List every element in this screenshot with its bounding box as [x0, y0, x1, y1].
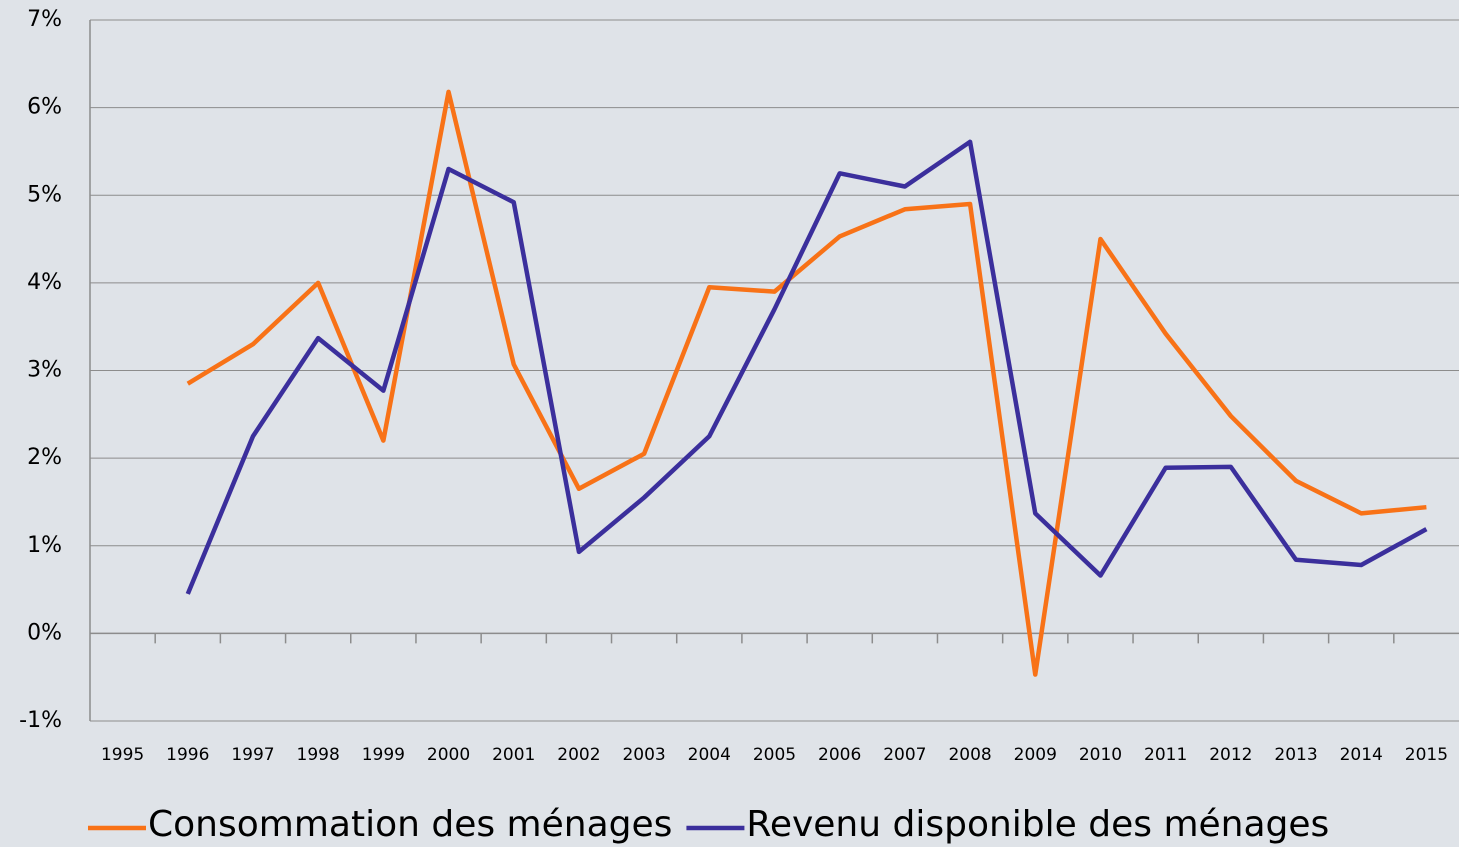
x-tick-label: 1997	[231, 745, 274, 765]
x-tick-label: 2001	[492, 745, 535, 765]
series-line	[186, 89, 1427, 677]
x-tick-label: 1995	[101, 745, 144, 765]
y-tick-label: 2%	[27, 445, 62, 470]
x-tick-label: 2013	[1274, 745, 1317, 765]
x-tick-label: 2007	[883, 745, 926, 765]
x-tick-label: 1998	[297, 745, 340, 765]
x-tick-label: 2012	[1209, 745, 1252, 765]
y-tick-label: 0%	[27, 620, 62, 645]
x-tick-label: 2015	[1405, 745, 1448, 765]
x-tick-label: 2011	[1144, 745, 1187, 765]
x-tick-label: 2004	[688, 745, 731, 765]
x-tick-label: 2000	[427, 745, 470, 765]
x-tick-label: 2006	[818, 745, 861, 765]
x-tick-label: 2014	[1340, 745, 1383, 765]
x-tick-label: 1996	[166, 745, 209, 765]
y-tick-label: 7%	[27, 7, 62, 32]
y-tick-label: 5%	[27, 182, 62, 207]
legend-label: Revenu disponible des ménages	[746, 804, 1329, 845]
y-tick-label: 6%	[27, 95, 62, 120]
y-tick-label: -1%	[19, 708, 62, 733]
y-tick-label: 3%	[27, 358, 62, 383]
x-tick-label: 2009	[1014, 745, 1057, 765]
y-tick-label: 4%	[27, 270, 62, 295]
x-tick-label: 2010	[1079, 745, 1122, 765]
x-tick-label: 2002	[557, 745, 600, 765]
y-tick-label: 1%	[27, 533, 62, 558]
legend-label: Consommation des ménages	[148, 804, 672, 845]
x-tick-label: 1999	[362, 745, 405, 765]
x-tick-label: 2008	[948, 745, 991, 765]
x-tick-label: 2005	[753, 745, 796, 765]
x-tick-label: 2003	[622, 745, 665, 765]
series-line	[185, 139, 1428, 595]
